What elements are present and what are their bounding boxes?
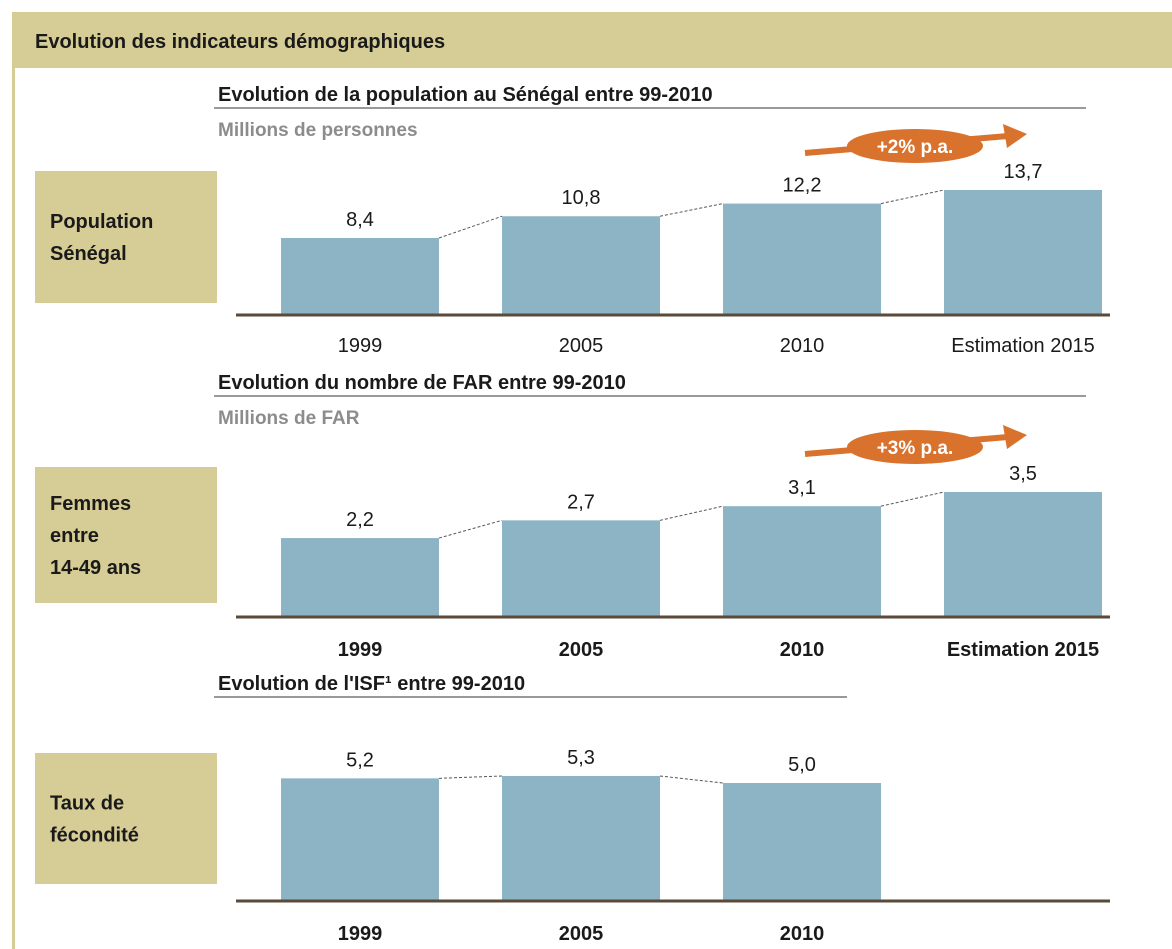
category-label: 2010 [780, 639, 825, 661]
connector [438, 519, 503, 539]
row-label: entre [50, 525, 99, 547]
chart-title: Evolution de l'ISF¹ entre 99-2010 [218, 673, 525, 695]
bar [281, 778, 439, 900]
category-label: 2005 [559, 923, 604, 945]
category-label: 2005 [559, 639, 604, 661]
connector [659, 505, 724, 521]
connector [880, 491, 945, 507]
value-label: 13,7 [1004, 161, 1043, 183]
bar [944, 190, 1102, 314]
bar [944, 492, 1102, 616]
value-label: 10,8 [562, 187, 601, 209]
chart-subtitle: Millions de personnes [218, 120, 418, 141]
bar [723, 203, 881, 314]
value-label: 5,3 [567, 747, 595, 769]
chart-subtitle: Millions de FAR [218, 408, 360, 429]
bar [723, 783, 881, 900]
value-label: 3,1 [788, 477, 816, 499]
bar [502, 216, 660, 314]
row-label: fécondité [50, 825, 139, 847]
value-label: 2,7 [567, 491, 595, 513]
connector [880, 189, 945, 205]
row-label-box [35, 467, 217, 603]
bar [502, 776, 660, 900]
annotation: +2% p.a. [877, 137, 954, 158]
bar [281, 237, 439, 314]
annotation-bubble [847, 430, 983, 464]
row-label: Population [50, 211, 153, 233]
row-label: 14-49 ans [50, 557, 141, 579]
value-label: 12,2 [783, 175, 822, 197]
value-label: 5,2 [346, 749, 374, 771]
connector [659, 203, 724, 217]
connector [438, 775, 503, 779]
value-label: 5,0 [788, 754, 816, 776]
category-label: 1999 [338, 335, 383, 357]
annotation-bubble [847, 129, 983, 163]
annotation: +3% p.a. [877, 438, 954, 459]
arrow-head [1003, 425, 1027, 449]
category-label: 2005 [559, 335, 604, 357]
chart-title: Evolution de la population au Sénégal en… [218, 84, 713, 106]
header-band [12, 12, 1172, 68]
value-label: 3,5 [1009, 463, 1037, 485]
row-label-box [35, 753, 217, 884]
category-label: 1999 [338, 923, 383, 945]
header-title: Evolution des indicateurs démographiques [35, 31, 445, 53]
arrow-head [1003, 124, 1027, 148]
category-label: 1999 [338, 639, 383, 661]
bar [502, 520, 660, 616]
connector [659, 775, 724, 784]
category-label: Estimation 2015 [947, 639, 1099, 661]
value-label: 8,4 [346, 209, 374, 231]
category-label: 2010 [780, 923, 825, 945]
chart-title: Evolution du nombre de FAR entre 99-2010 [218, 372, 626, 394]
row-label-box [35, 171, 217, 303]
connector [438, 215, 503, 239]
category-label: Estimation 2015 [951, 335, 1094, 357]
row-label: Femmes [50, 493, 131, 515]
frame-border [12, 68, 15, 949]
category-label: 2010 [780, 335, 825, 357]
row-label: Sénégal [50, 243, 127, 265]
bar [723, 506, 881, 616]
bar [281, 538, 439, 616]
row-label: Taux de [50, 793, 124, 815]
value-label: 2,2 [346, 509, 374, 531]
